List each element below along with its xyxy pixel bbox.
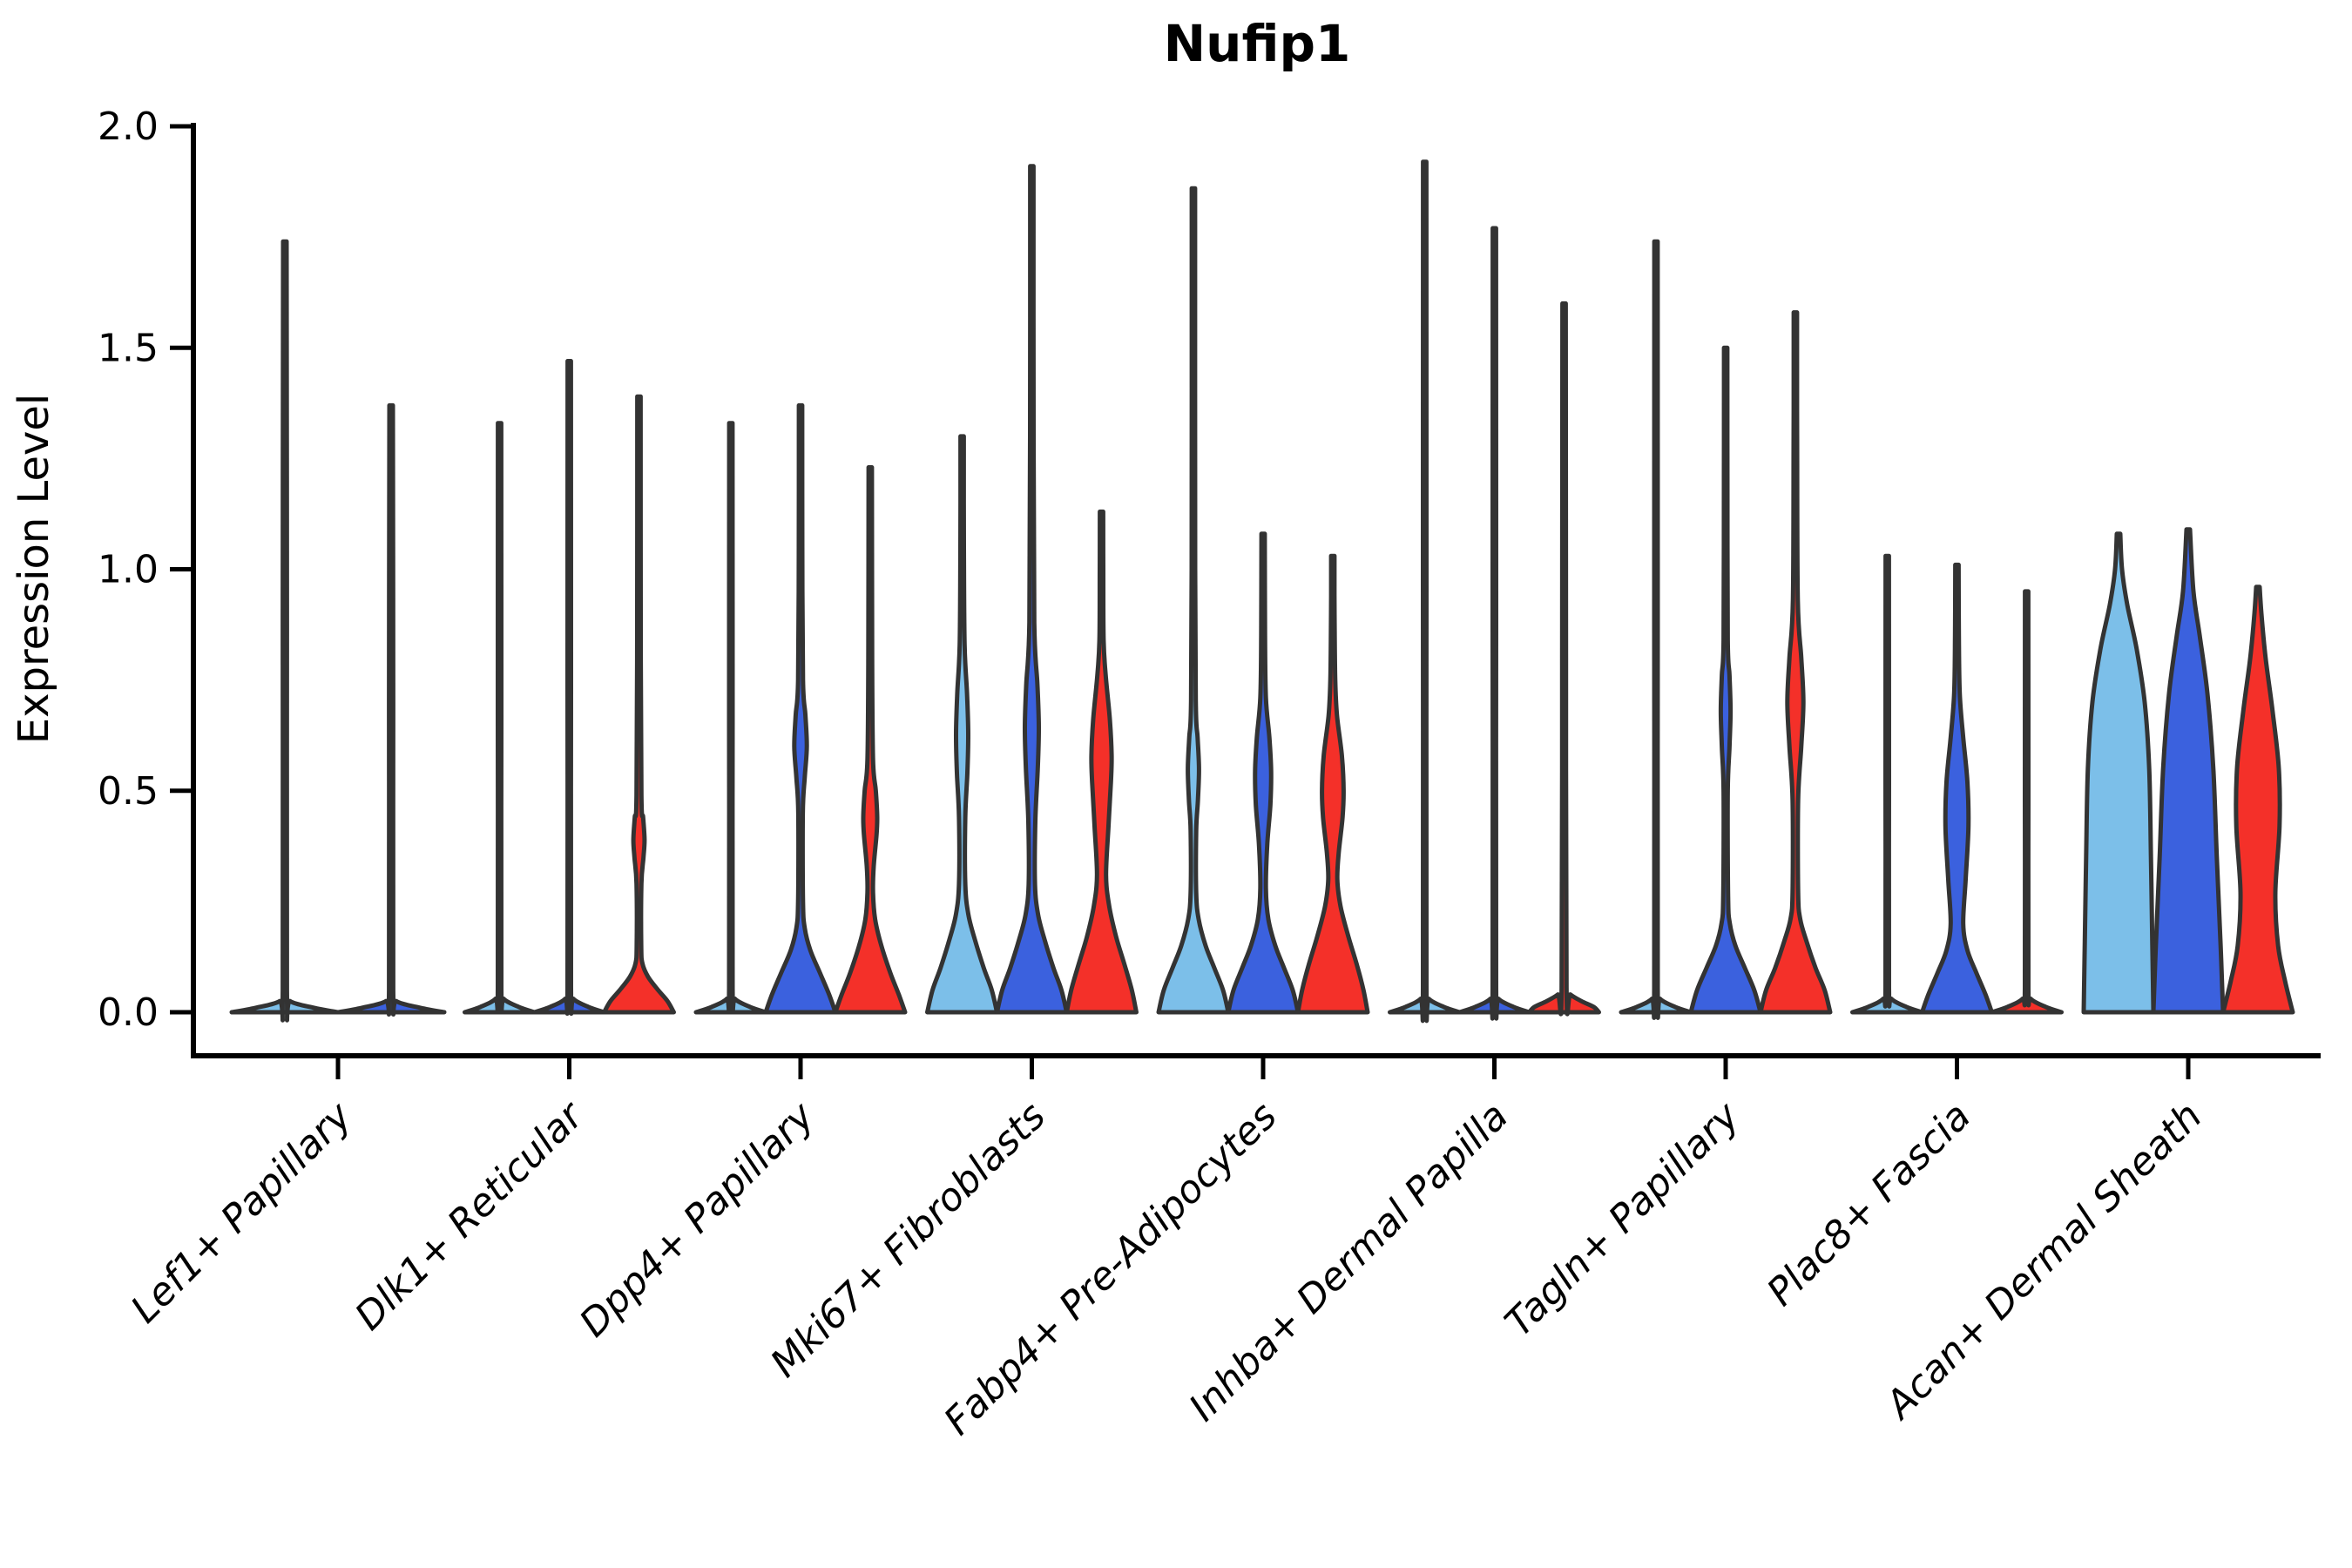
x-category-label: Lef1+ Papillary [123, 1093, 362, 1332]
violin-plac8-fascia-group-1 [1850, 553, 1924, 1015]
violin-inhba-dermal-papilla-group-1 [1388, 159, 1462, 1024]
violin-dlk1-reticular-group-3 [602, 394, 676, 1015]
y-tick-label: 1.5 [98, 326, 159, 370]
violin-mki67-fibroblasts-group-1 [925, 434, 999, 1015]
violin-mki67-fibroblasts-group-2 [995, 164, 1069, 1015]
violin-inhba-dermal-papilla-group-2 [1457, 226, 1531, 1021]
violin-acan-dermal-sheath-group-1 [2081, 531, 2156, 1015]
y-tick-label: 0.5 [98, 769, 159, 814]
axes-layer [170, 123, 2321, 1079]
violin-mki67-fibroblasts-group-3 [1064, 509, 1139, 1015]
y-tick-label: 2.0 [98, 105, 159, 149]
y-axis-label: Expression Level [10, 394, 58, 745]
violin-tagln-papillary-group-1 [1619, 239, 1693, 1020]
violin-dlk1-reticular-group-2 [532, 359, 606, 1017]
x-category-label: Dpp4+ Papillary [571, 1093, 824, 1346]
violin-tagln-papillary-group-2 [1688, 345, 1763, 1015]
x-category-label: Tagln+ Papillary [1497, 1093, 1748, 1345]
x-category-label: Plac8+ Fascia [1759, 1094, 1979, 1315]
violin-dpp4-papillary-group-1 [693, 421, 768, 1015]
violin-dpp4-papillary-group-3 [833, 465, 908, 1015]
violin-lef1-papillary-group-2 [335, 402, 447, 1017]
violin-acan-dermal-sheath-group-3 [2220, 585, 2295, 1015]
violin-lef1-papillary-group-1 [229, 239, 341, 1023]
violin-plac8-fascia-group-2 [1920, 562, 1994, 1015]
violin-fabp4-pre-adipocytes-group-1 [1156, 186, 1231, 1015]
x-category-label: Dlk1+ Reticular [347, 1092, 593, 1339]
y-tick-label: 0.0 [98, 990, 159, 1035]
chart-title: Nufip1 [1164, 14, 1351, 73]
violin-dpp4-papillary-group-2 [763, 402, 838, 1015]
violin-tagln-papillary-group-3 [1758, 310, 1833, 1015]
violins-layer [229, 159, 2295, 1024]
violin-inhba-dermal-papilla-group-3 [1527, 301, 1601, 1017]
violin-acan-dermal-sheath-group-2 [2151, 527, 2226, 1015]
violin-dlk1-reticular-group-1 [463, 421, 537, 1015]
violin-plac8-fascia-group-3 [1990, 589, 2064, 1015]
y-tick-label: 1.0 [98, 548, 159, 592]
violin-fabp4-pre-adipocytes-group-2 [1226, 531, 1301, 1015]
y-tick-labels: 0.0 0.5 1.0 1.5 2.0 [98, 105, 159, 1035]
violin-fabp4-pre-adipocytes-group-3 [1295, 553, 1370, 1015]
